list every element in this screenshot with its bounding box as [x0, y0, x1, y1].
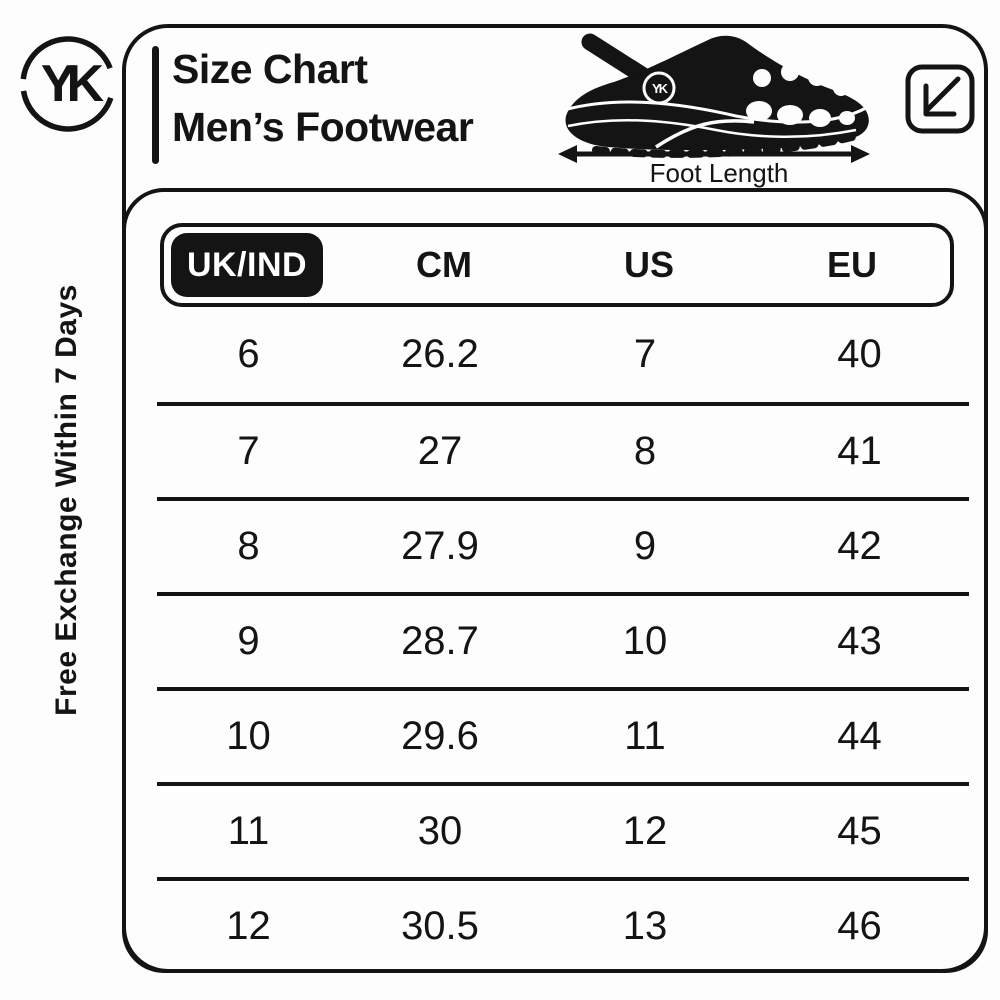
table-cell: 7 [237, 429, 260, 473]
table-cell: 40 [837, 332, 882, 376]
table-cell: 9 [237, 619, 260, 663]
table-cell: 29.6 [401, 714, 479, 758]
table-row: 6 26.2 7 40 [157, 307, 969, 402]
table-cell: 28.7 [401, 619, 479, 663]
table-cell: 41 [837, 429, 882, 473]
table-row: 9 28.7 10 43 [157, 592, 969, 687]
table-cell: 12 [622, 809, 668, 853]
table-cell: 7 [633, 332, 657, 376]
page-title-line1: Size Chart [172, 46, 368, 92]
page-title-line2: Men’s Footwear [172, 104, 474, 150]
table-cell: 44 [837, 714, 882, 758]
table-cell: 10 [226, 714, 271, 758]
table-cell: 46 [837, 904, 882, 948]
table-cell: 11 [227, 809, 270, 853]
table-cell: 27 [417, 429, 463, 473]
clog-shoe-icon: YK [558, 33, 870, 163]
table-cell: 13 [622, 904, 668, 948]
table-cell: 27.9 [401, 524, 479, 568]
table-cell: 30 [417, 809, 463, 853]
table-row: 12 30.5 13 46 [157, 877, 969, 972]
table-cell: 45 [837, 809, 882, 853]
table-cell: 8 [633, 429, 657, 473]
table-cell: 43 [837, 619, 882, 663]
sole-swoosh-line [655, 119, 755, 149]
table-cell: 9 [633, 524, 657, 568]
table-cell: 30.5 [401, 904, 479, 948]
table-cell: 6 [237, 332, 260, 376]
logo-monogram-text: YK [41, 55, 105, 113]
table-row: 8 27.9 9 42 [157, 497, 969, 592]
foot-length-arrow-icon [558, 145, 870, 163]
table-cell: 12 [226, 904, 271, 948]
table-cell: 8 [237, 524, 260, 568]
sole-contour-line-2 [567, 118, 857, 138]
shoe-vent-holes [746, 63, 855, 127]
column-header-us: US [623, 244, 674, 285]
table-cell: 42 [837, 524, 882, 568]
free-exchange-side-note: Free Exchange Within 7 Days [50, 284, 83, 716]
table-cell: 26.2 [401, 332, 479, 376]
size-table-body: 6 26.2 7 40 7 27 8 41 8 27.9 9 42 9 28.7 10 43 10 29.6 11 4… [157, 307, 969, 972]
page-title: Size Chart Men’s Footwear [172, 40, 474, 156]
table-row: 10 29.6 11 44 [157, 687, 969, 782]
table-cell: 10 [622, 619, 668, 663]
yk-monogram-icon: YK [20, 36, 116, 132]
table-card [122, 188, 988, 973]
title-accent-bar [152, 46, 159, 164]
shoe-badge: YK [642, 71, 676, 105]
column-header-eu: EU [826, 244, 877, 285]
table-row: 7 27 8 41 [157, 402, 969, 497]
column-header-cm: CM [416, 244, 472, 285]
foot-length-label: Foot Length [649, 158, 789, 188]
highlight-pill: UK/IND [171, 233, 323, 297]
table-cell: 11 [624, 714, 666, 758]
shoe-badge-monogram: YK [652, 81, 669, 96]
table-row: 11 30 12 45 [157, 782, 969, 877]
size-table-header-row: UK/IND CM US EU [160, 223, 954, 307]
diagonal-resize-arrow-icon [905, 64, 975, 134]
column-header-uk-ind: UK/IND [164, 233, 344, 297]
